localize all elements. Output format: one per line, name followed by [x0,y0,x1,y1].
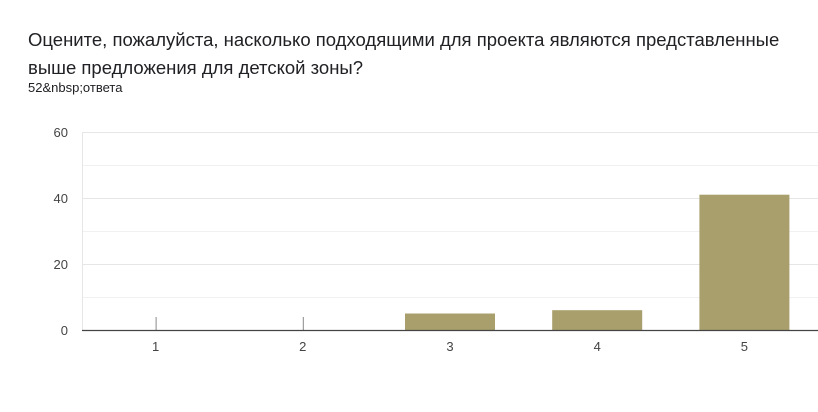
response-count: 52&nbsp;ответа [28,80,123,95]
x-tick-label: 5 [741,339,748,354]
bar-3 [405,313,495,330]
bar-4 [552,310,643,330]
x-tick-label: 3 [446,339,453,354]
y-tick-label: 0 [61,323,68,338]
question-title: Оцените, пожалуйста, насколько подходящи… [28,29,780,78]
x-tick-label: 2 [299,339,306,354]
x-tick-label: 4 [594,339,601,354]
y-tick-label: 40 [54,191,68,206]
x-tick-label: 1 [152,339,159,354]
y-tick-label: 20 [54,257,68,272]
bar-5 [699,194,790,330]
y-tick-label: 60 [54,125,68,140]
